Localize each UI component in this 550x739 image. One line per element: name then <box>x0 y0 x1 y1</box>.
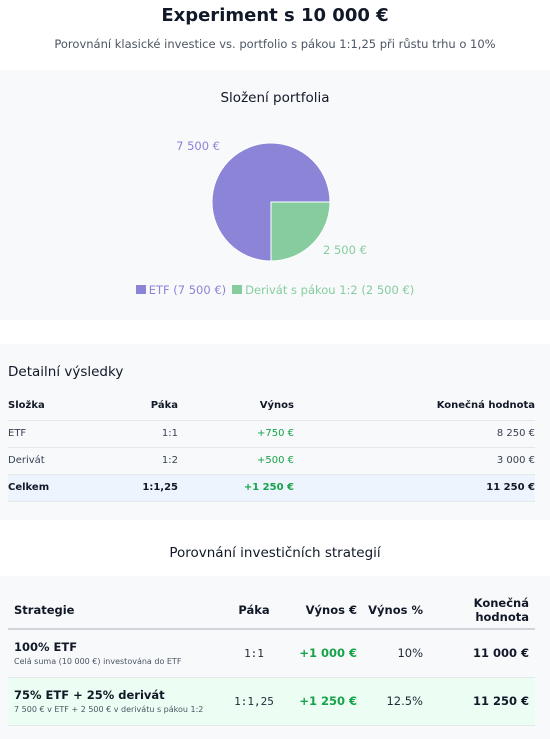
page-subtitle: Porovnání klasické investice vs. portfol… <box>54 37 496 51</box>
strategies-header-row: Strategie Páka Výnos € Výnos % Konečná h… <box>8 592 535 630</box>
strategies-table: Strategie Páka Výnos € Výnos % Konečná h… <box>8 592 535 726</box>
strategies-panel: Strategie Páka Výnos € Výnos % Konečná h… <box>0 576 550 739</box>
col-leverage: Páka <box>223 592 285 630</box>
cell-component: ETF <box>8 420 128 448</box>
legend-label: Derivát s pákou 1:2 (2 500 €) <box>245 283 415 297</box>
table-row: 75% ETF + 25% derivát 7 500 € v ETF + 2 … <box>8 677 535 726</box>
chart-legend: ETF (7 500 €) Derivát s pákou 1:2 (2 500 … <box>0 283 550 297</box>
col-final: Konečná hodnota <box>294 392 535 421</box>
pie-chart: 7 500 € 2 500 € <box>176 139 367 262</box>
col-return: Výnos <box>178 392 294 421</box>
legend-label: ETF (7 500 €) <box>148 283 227 297</box>
table-row: Derivát 1:2 +500 € 3 000 € <box>8 447 535 475</box>
pie-data-label: 7 500 € <box>176 139 220 153</box>
portfolio-chart-panel: Složení portfolia 7 500 € 2 500 € ETF (7 … <box>0 70 550 320</box>
legend-item[interactable]: ETF (7 500 €) <box>135 283 227 297</box>
cell-return: +500 € <box>178 447 294 475</box>
col-strategy: Strategie <box>8 592 223 630</box>
cell-return: +750 € <box>178 420 294 448</box>
cell-final: 11 250 € <box>294 474 535 502</box>
cell-return: +1 250 € <box>178 474 294 502</box>
strategy-description: 7 500 € v ETF + 2 500 € v derivátu s pák… <box>14 705 204 714</box>
pie-slice-0[interactable] <box>211 142 331 262</box>
col-leverage: Páka <box>128 392 178 421</box>
col-final: Konečná hodnota <box>423 592 535 630</box>
pie-slice-1[interactable] <box>270 201 331 262</box>
strategy-cell: 75% ETF + 25% derivát 7 500 € v ETF + 2 … <box>8 677 223 726</box>
legend-swatch <box>135 285 146 294</box>
strategy-description: Celá suma (10 000 €) investována do ETF <box>14 657 182 667</box>
cell-return-eur: +1 000 € <box>285 629 357 678</box>
legend-swatch <box>232 285 243 294</box>
cell-return-eur: +1 250 € <box>285 677 357 726</box>
cell-leverage: 1:2 <box>128 447 178 475</box>
page-header: Experiment s 10 000 € Porovnání klasické… <box>0 0 550 68</box>
detail-title: Detailní výsledky <box>8 364 124 380</box>
cell-return-pct: 12.5% <box>357 677 423 726</box>
legend-item[interactable]: Derivát s pákou 1:2 (2 500 €) <box>232 283 414 297</box>
detail-results-panel: Detailní výsledky Složka Páka Výnos Kone… <box>0 344 550 520</box>
table-total-row: Celkem 1:1,25 +1 250 € 11 250 € <box>8 474 535 502</box>
col-return-eur: Výnos € <box>285 592 357 630</box>
cell-final: 8 250 € <box>294 420 535 448</box>
page-title: Experiment s 10 000 € <box>161 5 389 26</box>
cell-final: 11 250 € <box>423 677 535 726</box>
pie-data-label: 2 500 € <box>323 243 367 257</box>
detail-header-row: Složka Páka Výnos Konečná hodnota <box>8 392 535 421</box>
strategies-title: Porovnání investičních strategií <box>169 545 381 561</box>
cell-component: Derivát <box>8 447 128 475</box>
table-row: ETF 1:1 +750 € 8 250 € <box>8 420 535 448</box>
strategy-cell: 100% ETF Celá suma (10 000 €) investován… <box>8 629 223 678</box>
cell-leverage: 1:1 <box>223 629 285 678</box>
cell-leverage: 1:1 <box>128 420 178 448</box>
chart-title: Složení portfolia <box>220 90 330 106</box>
cell-final: 11 000 € <box>423 629 535 678</box>
col-component: Složka <box>8 392 128 421</box>
strategy-name: 100% ETF <box>14 640 78 655</box>
cell-return-pct: 10% <box>357 629 423 678</box>
cell-leverage: 1:1,25 <box>223 677 285 726</box>
cell-leverage: 1:1,25 <box>128 474 178 502</box>
detail-table: Složka Páka Výnos Konečná hodnota ETF 1:… <box>8 392 535 502</box>
table-row: 100% ETF Celá suma (10 000 €) investován… <box>8 629 535 678</box>
cell-final: 3 000 € <box>294 447 535 475</box>
strategy-name: 75% ETF + 25% derivát <box>14 688 165 702</box>
col-return-pct: Výnos % <box>357 592 423 630</box>
cell-component: Celkem <box>8 474 128 502</box>
